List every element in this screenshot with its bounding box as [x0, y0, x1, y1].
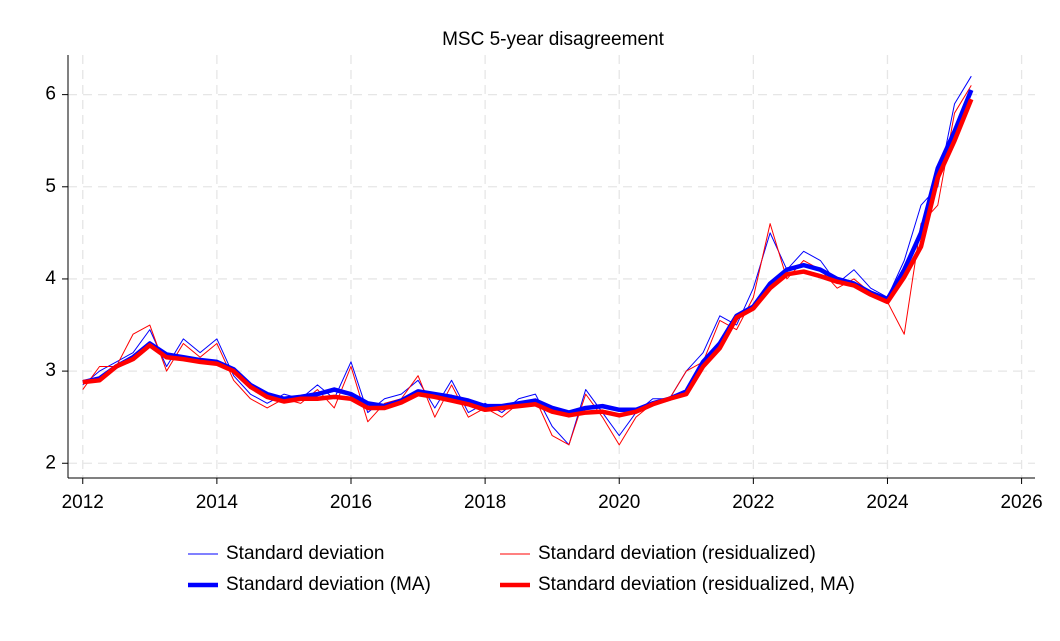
x-tick-label: 2026: [1000, 492, 1042, 513]
y-tick-label: 4: [45, 268, 56, 289]
x-tick-label: 2024: [866, 492, 909, 513]
legend-label: Standard deviation (residualized, MA): [538, 574, 855, 595]
y-tick-label: 2: [45, 452, 56, 473]
y-tick-label: 3: [45, 360, 56, 381]
x-tick-label: 2022: [732, 492, 774, 513]
x-tick-label: 2014: [196, 492, 239, 513]
legend-label: Standard deviation (residualized): [538, 543, 816, 564]
x-tick-label: 2016: [330, 492, 372, 513]
y-tick-label: 6: [45, 84, 56, 105]
series-line: [82, 98, 974, 418]
legend-label: Standard deviation: [226, 543, 384, 564]
x-tick-label: 2012: [62, 492, 104, 513]
x-tick-label: 2018: [464, 492, 506, 513]
y-tick-label: 5: [45, 176, 56, 197]
legend-label: Standard deviation (MA): [226, 574, 431, 595]
chart-title: MSC 5-year disagreement: [442, 29, 664, 50]
x-tick-label: 2020: [598, 492, 640, 513]
